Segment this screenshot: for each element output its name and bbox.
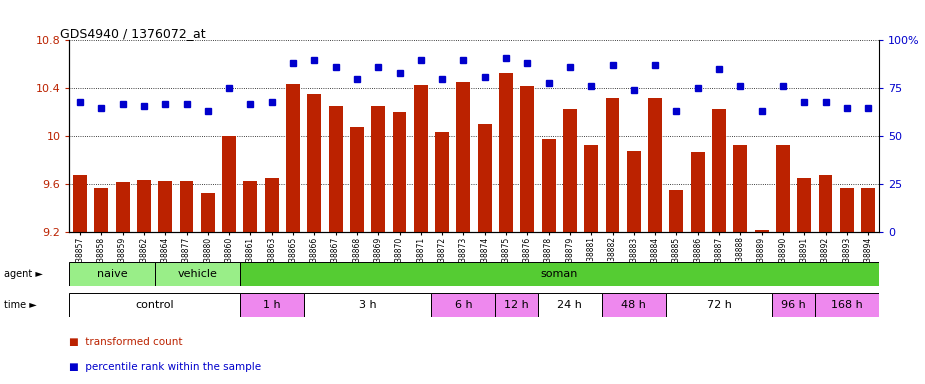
Text: 168 h: 168 h xyxy=(831,300,863,310)
Bar xyxy=(243,181,257,232)
Bar xyxy=(585,145,598,232)
Bar xyxy=(627,151,641,232)
Bar xyxy=(154,262,240,286)
Text: 72 h: 72 h xyxy=(707,300,732,310)
Text: time ►: time ► xyxy=(4,300,36,310)
Bar xyxy=(371,106,385,232)
Bar xyxy=(392,113,406,232)
Bar xyxy=(755,230,769,232)
Bar xyxy=(94,188,108,232)
Bar xyxy=(73,175,87,232)
Bar xyxy=(179,181,193,232)
Bar xyxy=(69,262,154,286)
Bar xyxy=(772,293,815,317)
Bar xyxy=(431,293,496,317)
Bar xyxy=(538,293,602,317)
Bar xyxy=(222,136,236,232)
Bar xyxy=(666,293,772,317)
Bar xyxy=(496,293,538,317)
Bar xyxy=(819,175,832,232)
Bar xyxy=(861,188,875,232)
Text: soman: soman xyxy=(540,269,578,279)
Bar xyxy=(797,178,811,232)
Text: 96 h: 96 h xyxy=(782,300,806,310)
Bar xyxy=(776,145,790,232)
Text: 6 h: 6 h xyxy=(454,300,473,310)
Text: 1 h: 1 h xyxy=(263,300,280,310)
Bar xyxy=(158,181,172,232)
Bar xyxy=(606,98,620,232)
Text: control: control xyxy=(135,300,174,310)
Text: ■  transformed count: ■ transformed count xyxy=(69,337,183,347)
Bar xyxy=(712,109,726,232)
Bar xyxy=(563,109,577,232)
Bar xyxy=(201,193,215,232)
Text: naive: naive xyxy=(96,269,128,279)
Text: ■  percentile rank within the sample: ■ percentile rank within the sample xyxy=(69,362,262,372)
Bar xyxy=(840,188,854,232)
Text: agent ►: agent ► xyxy=(4,269,43,279)
Bar xyxy=(691,152,705,232)
Bar xyxy=(286,84,300,232)
Bar xyxy=(137,180,151,232)
Text: 12 h: 12 h xyxy=(504,300,529,310)
Bar xyxy=(413,85,427,232)
Text: 3 h: 3 h xyxy=(359,300,376,310)
Bar xyxy=(116,182,130,232)
Bar xyxy=(69,293,240,317)
Bar xyxy=(457,82,470,232)
Bar xyxy=(670,190,684,232)
Bar xyxy=(521,86,535,232)
Text: GDS4940 / 1376072_at: GDS4940 / 1376072_at xyxy=(60,27,205,40)
Text: 24 h: 24 h xyxy=(558,300,583,310)
Bar xyxy=(240,293,303,317)
Text: 48 h: 48 h xyxy=(622,300,647,310)
Text: vehicle: vehicle xyxy=(178,269,217,279)
Bar xyxy=(602,293,666,317)
Bar xyxy=(307,94,321,232)
Bar xyxy=(240,262,879,286)
Bar xyxy=(815,293,879,317)
Bar xyxy=(478,124,491,232)
Bar xyxy=(350,127,364,232)
Bar xyxy=(435,132,449,232)
Bar xyxy=(648,98,662,232)
Bar xyxy=(303,293,431,317)
Bar xyxy=(328,106,342,232)
Bar xyxy=(734,145,747,232)
Bar xyxy=(265,178,278,232)
Bar xyxy=(542,139,556,232)
Bar xyxy=(500,73,513,232)
